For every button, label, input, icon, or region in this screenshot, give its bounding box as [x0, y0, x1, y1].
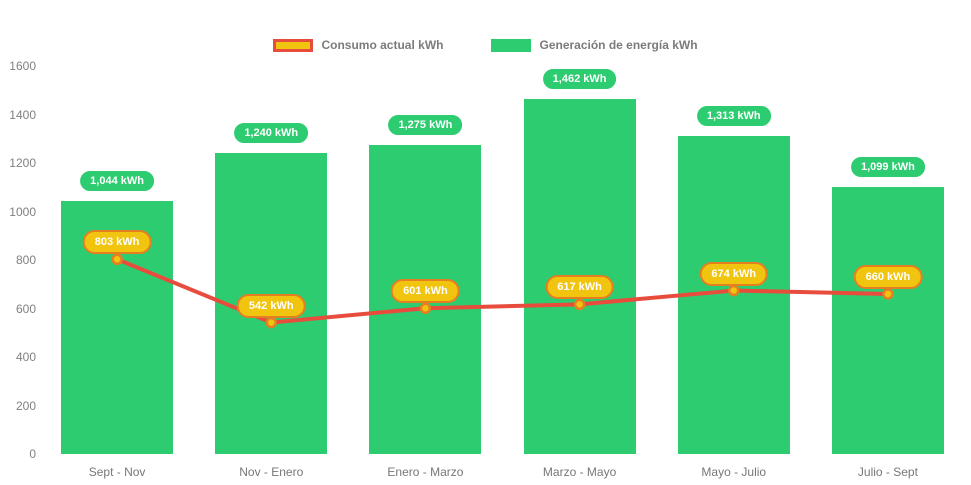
- bar-value-badge: 1,044 kWh: [78, 168, 156, 193]
- y-axis-tick-label: 600: [15, 301, 36, 316]
- point-value-badge: 674 kWh: [699, 261, 769, 286]
- y-axis-tick-label: 0: [29, 447, 36, 461]
- y-axis-tick-label: 1000: [9, 204, 36, 219]
- consumption-point[interactable]: [265, 316, 277, 329]
- consumption-point[interactable]: [419, 302, 432, 315]
- point-value-badge: 803 kWh: [82, 230, 152, 255]
- x-axis-label: Mayo - Julio: [701, 465, 767, 479]
- bar-value-badge: 1,099 kWh: [849, 155, 927, 180]
- point-value-badge: 617 kWh: [545, 275, 614, 300]
- bar-value-badge: 1,275 kWh: [386, 112, 465, 137]
- consumption-point[interactable]: [111, 253, 123, 266]
- consumption-point[interactable]: [573, 298, 586, 311]
- x-axis-label: Enero - Marzo: [387, 465, 464, 479]
- y-axis-tick-label: 800: [15, 253, 36, 267]
- x-axis-label: Julio - Sept: [857, 465, 918, 479]
- consumption-line[interactable]: [115, 257, 890, 325]
- y-axis-tick-label: 1400: [9, 107, 36, 122]
- consumption-point[interactable]: [882, 288, 894, 300]
- y-axis-tick-label: 400: [15, 350, 36, 364]
- y-axis-tick-label: 1200: [9, 156, 36, 170]
- point-value-badge: 660 kWh: [853, 264, 923, 289]
- y-axis-tick-label: 1600: [9, 59, 36, 73]
- bar-value-badge: 1,240 kWh: [232, 121, 311, 146]
- legend-label-consumo: Consumo actual kWh: [321, 38, 444, 52]
- x-axis-label: Marzo - Mayo: [542, 465, 617, 479]
- legend-swatch-generacion-icon: [491, 38, 532, 52]
- legend-item-consumo[interactable]: Consumo actual kWh: [273, 38, 443, 52]
- y-axis-tick-label: 200: [15, 398, 36, 413]
- generation-bar[interactable]: [831, 187, 944, 454]
- legend-swatch-consumo-icon: [273, 38, 314, 52]
- legend-label-generacion: Generación de energía kWh: [539, 38, 698, 52]
- x-axis-label: Sept - Nov: [88, 465, 146, 479]
- point-value-badge: 542 kWh: [236, 293, 306, 318]
- bar-value-badge: 1,462 kWh: [540, 67, 619, 92]
- legend-item-generacion[interactable]: Generación de energía kWh: [491, 38, 698, 52]
- consumption-point[interactable]: [728, 284, 740, 297]
- chart-legend: Consumo actual kWh Generación de energía …: [0, 38, 971, 52]
- x-axis-label: Nov - Enero: [239, 465, 304, 479]
- bar-value-badge: 1,313 kWh: [694, 103, 773, 128]
- point-value-badge: 601 kWh: [391, 279, 460, 304]
